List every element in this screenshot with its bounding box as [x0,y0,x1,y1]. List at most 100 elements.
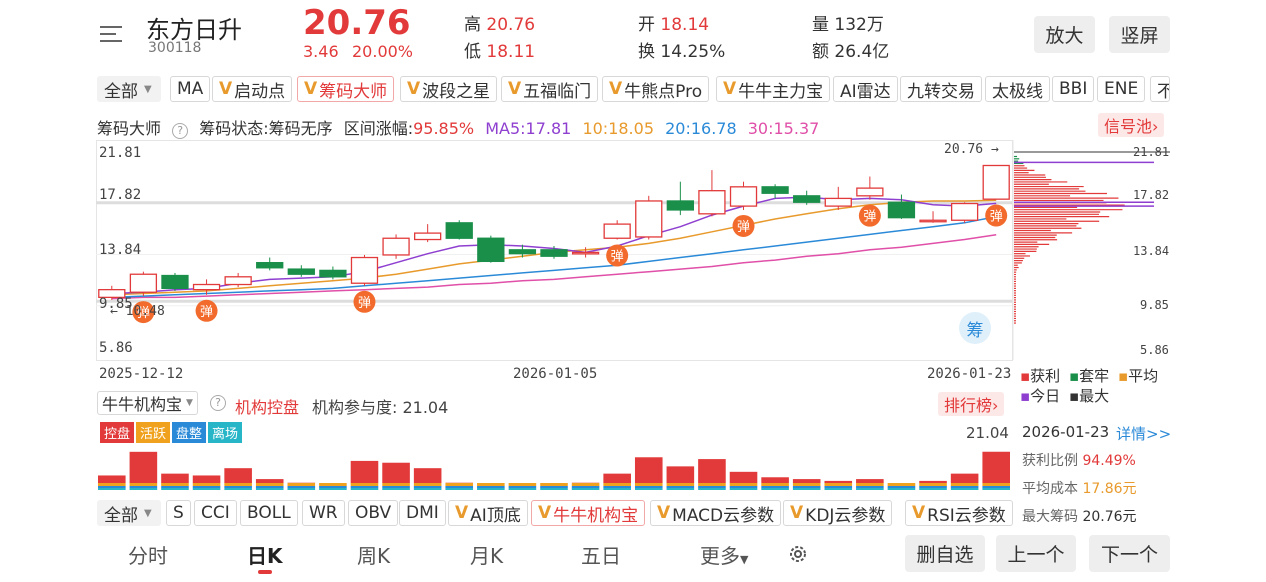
candle-up [571,251,600,255]
chip-panel-detail-link[interactable]: 详情>> [1116,425,1172,443]
v-badge-icon: V [912,503,926,523]
kline-chart[interactable]: 弹弹弹弹弹弹弹 [96,140,1170,362]
v-badge-icon: V [538,503,552,523]
next-stock-button[interactable]: 下一个 [1089,535,1170,572]
inst-bar-segment [287,488,316,490]
inst-bar-segment [761,486,789,488]
inst-bar-segment [224,483,252,486]
nav-intraday[interactable]: 分时 [128,544,168,568]
tab-macd-cloud[interactable]: V MACD云参数 [650,500,782,526]
chip-master-title: 筹码大师 [97,119,162,138]
bounce-label: 弹 [200,305,213,320]
tab-dmi[interactable]: DMI [399,500,446,526]
nav-five-day[interactable]: 五日 [581,544,621,568]
chip-axis-label: 21.81 [1133,145,1170,159]
tab-cci[interactable]: CCI [194,500,237,526]
inst-bar-segment [350,460,379,483]
inst-bar-segment [192,475,221,483]
tab-bbi[interactable]: BBI [1052,76,1095,102]
tab-ai-top-bottom[interactable]: V AI顶底 [448,500,528,526]
nav-monthly-k[interactable]: 月K [470,544,504,568]
candle-up [382,237,410,256]
inst-bar-segment [571,488,600,490]
tab-boll[interactable]: BOLL [240,500,298,526]
inst-bar-segment [856,486,884,488]
inst-bar-segment [445,483,474,486]
inst-bar-segment [571,483,600,486]
nav-weekly-k[interactable]: 周K [357,544,391,568]
candle-down [161,274,189,290]
inst-bar-segment [98,483,126,486]
inst-selector[interactable]: 牛牛机构宝 ▼ [97,391,198,415]
low-value: 18.11 [486,42,536,62]
candle-up [856,187,884,197]
nav-more[interactable]: 更多▼ [700,544,749,568]
candle-down [319,269,347,278]
tab-taiji-line[interactable]: 太极线 [985,76,1050,102]
tab-niuniu-inst[interactable]: V 牛牛机构宝 [531,500,646,526]
candle-down [256,262,284,269]
settings-gear-icon[interactable] [786,542,810,566]
inst-bar-segment [698,483,726,486]
price-change-pct: 20.00% [352,42,414,61]
bounce-marker [985,204,1008,227]
inst-bar-segment [792,486,821,488]
tag-consolidate: 盘整 [172,422,207,443]
tab-more-truncated[interactable]: 不 [1150,76,1170,102]
tab-wave-star[interactable]: V 波段之星 [400,76,498,102]
tab-chip-master[interactable]: V 筹码大师 [297,76,395,102]
help-icon[interactable]: ? [210,395,226,411]
inst-bar-segment [224,488,252,490]
inst-bar-segment [224,486,252,488]
chip-status: 筹码状态:筹码无序 [199,119,333,138]
inst-bar-segment [540,486,568,488]
inst-bar-segment [603,473,631,483]
signal-pool-button[interactable]: 信号池› [1098,113,1165,137]
help-icon[interactable]: ? [172,123,189,139]
nav-daily-k[interactable]: 日K [247,544,283,568]
lower-all-dropdown[interactable]: 全部 ▼ [97,500,161,526]
ma30-value: 30:15.37 [747,119,820,138]
tab-rsi-cloud[interactable]: V RSI云参数 [905,500,1013,526]
inst-bar-segment [761,477,789,483]
portrait-button[interactable]: 竖屏 [1109,16,1170,53]
inst-bar-segment [792,479,821,483]
inst-bar-segment [666,486,695,488]
inst-bar-segment [856,479,884,483]
candle-up [950,202,979,221]
tab-kdj-cloud[interactable]: V KDJ云参数 [783,500,893,526]
candle-down [666,200,694,211]
tab-wr[interactable]: WR [302,500,345,526]
inst-bar-segment [382,488,410,490]
tab-niuniu-main[interactable]: V 牛牛主力宝 [716,76,831,102]
chip-toggle-button[interactable]: 筹 [959,312,991,344]
candle-down [445,222,473,239]
tab-ma[interactable]: MA [170,76,211,102]
ranking-button[interactable]: 排行榜› [938,392,1005,416]
inst-bar-segment [950,488,979,490]
indicator-all-dropdown[interactable]: 全部 ▼ [97,76,161,102]
zoom-button[interactable]: 放大 [1034,16,1095,53]
inst-bar-segment [856,488,884,490]
tab-ai-radar[interactable]: AI雷达 [833,76,898,102]
prev-stock-button[interactable]: 上一个 [996,535,1076,572]
inst-bar-segment [161,488,189,490]
menu-icon[interactable] [100,24,124,44]
candle-down [793,195,821,203]
inst-bar-segment [666,466,695,483]
tab-s[interactable]: S [166,500,191,526]
chip-panel-date: 2026-01-23 [1022,423,1110,441]
inst-bar-segment [666,488,695,490]
inst-bar-segment [192,483,221,486]
ma20-value: 20:16.78 [665,119,737,138]
candle-down [508,249,537,255]
tab-bull-bear-pro[interactable]: V 牛熊点Pro [602,76,710,102]
tab-obv[interactable]: OBV [348,500,399,526]
tab-five-blessings[interactable]: V 五福临门 [501,76,599,102]
tab-nine-turns[interactable]: 九转交易 [900,76,982,102]
tab-start-point[interactable]: V 启动点 [212,76,293,102]
tag-active: 活跃 [136,422,171,443]
delete-watchlist-button[interactable]: 删自选 [905,535,985,572]
inst-bar-segment [856,483,884,486]
tab-ene[interactable]: ENE [1097,76,1146,102]
